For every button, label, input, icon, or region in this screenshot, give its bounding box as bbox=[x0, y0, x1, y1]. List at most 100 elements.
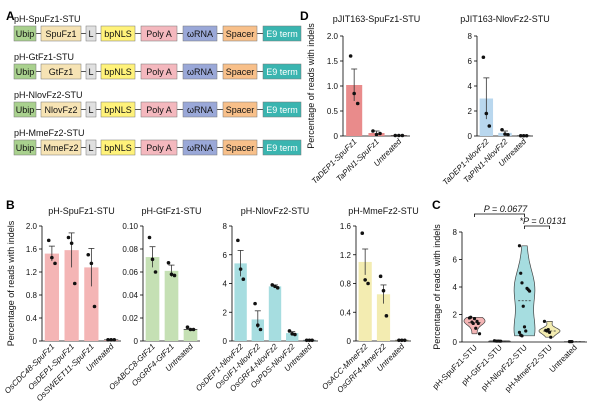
data-point bbox=[236, 238, 240, 243]
data-point bbox=[469, 315, 473, 319]
construct-part bbox=[85, 63, 97, 80]
data-point bbox=[517, 244, 522, 248]
construct-part bbox=[262, 25, 302, 42]
data-point bbox=[307, 338, 312, 343]
construct-part-label: E9 term bbox=[266, 67, 298, 77]
bar bbox=[84, 267, 99, 341]
construct-part bbox=[13, 63, 37, 80]
data-point bbox=[185, 325, 190, 330]
data-point bbox=[397, 338, 401, 343]
construct-part bbox=[262, 63, 302, 80]
bar bbox=[268, 286, 282, 341]
construct-part-label: Ubip bbox=[16, 67, 35, 77]
construct-part bbox=[40, 139, 82, 156]
construct-part bbox=[13, 101, 37, 118]
data-point bbox=[293, 332, 297, 337]
y-tick-label: 0.10 bbox=[122, 222, 138, 231]
chart-title: pJIT163-SpuFz1-STU bbox=[333, 14, 421, 24]
data-point bbox=[481, 55, 486, 60]
data-point bbox=[527, 289, 532, 293]
data-point bbox=[106, 338, 110, 342]
data-point bbox=[150, 257, 155, 262]
data-point bbox=[378, 274, 383, 279]
data-point bbox=[253, 301, 257, 306]
data-point bbox=[92, 304, 97, 309]
y-tick-label: 8 bbox=[453, 228, 458, 237]
y-tick-label: 0.02 bbox=[122, 314, 138, 323]
data-point bbox=[397, 133, 401, 138]
construct-part-label: Ubip bbox=[16, 105, 35, 115]
data-point bbox=[188, 327, 193, 332]
data-point bbox=[487, 124, 492, 128]
construct-part bbox=[182, 25, 218, 42]
bar bbox=[64, 250, 79, 341]
y-tick-label: 1.5 bbox=[327, 57, 339, 66]
construct-part bbox=[182, 139, 218, 156]
y-tick-label: 0.04 bbox=[122, 291, 138, 300]
y-tick-label: 1.0 bbox=[327, 82, 339, 91]
bar bbox=[145, 257, 160, 341]
construct-part-label: bpNLS bbox=[104, 143, 132, 153]
data-point bbox=[89, 261, 94, 266]
y-tick-label: 6 bbox=[468, 57, 473, 66]
data-point bbox=[109, 338, 113, 342]
data-point bbox=[72, 281, 77, 286]
construct-part bbox=[140, 25, 178, 42]
y-tick-label: 0 bbox=[223, 337, 228, 346]
construct-part bbox=[222, 139, 258, 156]
data-point bbox=[521, 304, 525, 308]
y-axis-label: Percentage of reads with indels bbox=[306, 23, 316, 149]
panel-letter-d: D bbox=[300, 9, 309, 23]
construct-part-label: NlovFz2 bbox=[44, 105, 77, 115]
y-tick-label: 2.0 bbox=[327, 32, 339, 41]
y-tick-label: 0.8 bbox=[340, 280, 352, 289]
y-tick-label: 2 bbox=[223, 308, 228, 317]
bar bbox=[346, 85, 363, 136]
construct-part bbox=[100, 25, 136, 42]
construct-part-label: L bbox=[88, 29, 93, 39]
data-point bbox=[66, 235, 71, 240]
data-point bbox=[546, 328, 550, 332]
y-axis-label: Percentage of reads with indels bbox=[6, 220, 16, 346]
violin-body bbox=[513, 245, 536, 337]
construct-part bbox=[100, 101, 136, 118]
significance-label: *P = 0.0131 bbox=[520, 216, 567, 226]
y-tick-label: 1.6 bbox=[26, 245, 38, 254]
data-point bbox=[476, 321, 480, 326]
bar bbox=[286, 333, 299, 341]
data-point bbox=[275, 286, 280, 290]
y-tick-label: 8 bbox=[468, 32, 473, 41]
y-tick-label: 0 bbox=[33, 337, 38, 346]
data-point bbox=[549, 335, 553, 339]
construct-part-label: bpNLS bbox=[104, 67, 132, 77]
data-point bbox=[518, 133, 523, 138]
bar bbox=[376, 294, 391, 341]
construct-part-label: bpNLS bbox=[104, 29, 132, 39]
construct-part bbox=[100, 139, 136, 156]
construct-part bbox=[13, 139, 37, 156]
data-point bbox=[400, 338, 404, 343]
construct-part bbox=[222, 101, 258, 118]
y-tick-label: 4 bbox=[453, 283, 458, 292]
data-point bbox=[348, 54, 353, 58]
data-point bbox=[517, 330, 522, 334]
bar bbox=[358, 261, 372, 341]
data-point bbox=[360, 231, 365, 235]
data-point bbox=[310, 338, 314, 343]
significance-bracket bbox=[474, 213, 525, 217]
y-tick-label: 0 bbox=[453, 338, 458, 347]
construct-part-label: ωRNA bbox=[187, 67, 213, 77]
data-point bbox=[50, 255, 54, 260]
x-tick-label: Untreated bbox=[548, 343, 579, 374]
construct-part bbox=[85, 139, 97, 156]
data-point bbox=[191, 327, 196, 332]
data-point bbox=[400, 133, 405, 138]
construct-part-label: Poly A bbox=[146, 105, 172, 115]
data-point bbox=[273, 284, 277, 289]
violin-body bbox=[463, 316, 486, 335]
y-tick-label: 4 bbox=[468, 82, 473, 91]
data-point bbox=[241, 277, 246, 281]
data-point bbox=[86, 252, 91, 257]
y-tick-label: 0 bbox=[134, 337, 139, 346]
